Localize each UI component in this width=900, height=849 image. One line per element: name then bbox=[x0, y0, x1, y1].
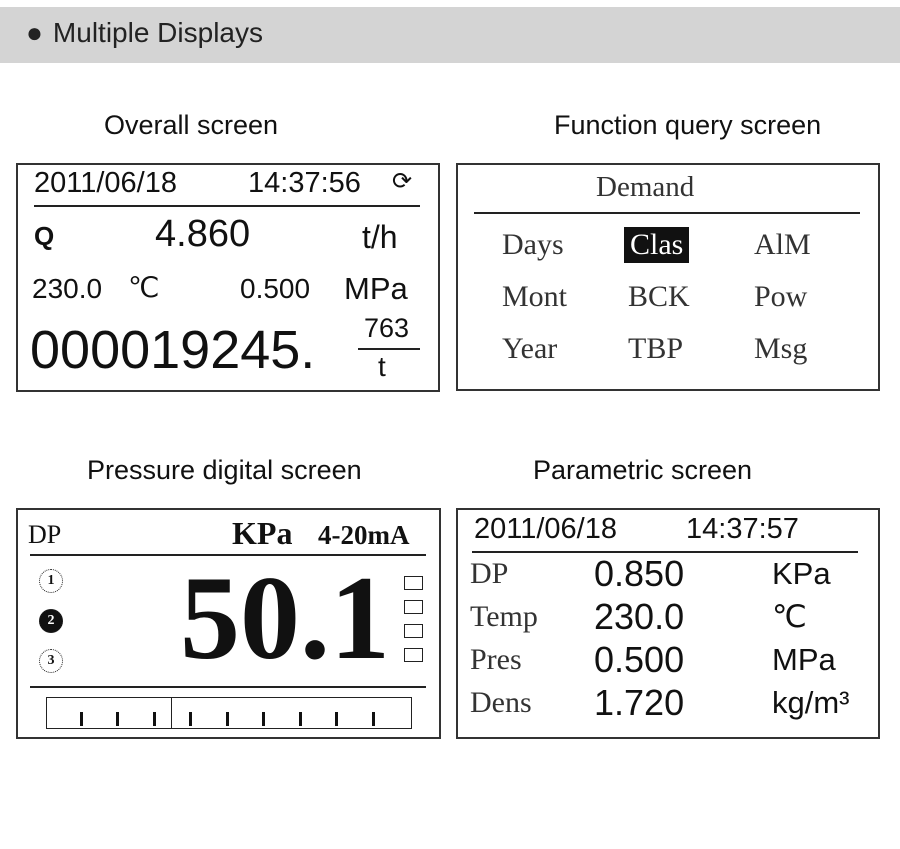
scale-tick bbox=[79, 712, 83, 726]
scale-tick bbox=[335, 712, 338, 726]
bullet-icon: ● bbox=[26, 17, 43, 48]
param-unit: kg/m³ bbox=[772, 685, 850, 720]
time: 14:37:57 bbox=[686, 513, 799, 545]
pressure-caption: Pressure digital screen bbox=[87, 455, 362, 485]
function-screen: Demand Days Clas AlM Mont BCK Pow Year TBP Msg bbox=[456, 163, 880, 391]
menu-item-clas[interactable]: Clas bbox=[624, 227, 690, 263]
scale-tick bbox=[225, 712, 229, 726]
indicator-box bbox=[404, 576, 423, 590]
time: 14:37:56 bbox=[248, 167, 361, 199]
section-title: Multiple Displays bbox=[52, 17, 263, 48]
scale-tick bbox=[298, 712, 302, 726]
pressure-screen: DP KPa 4-20mA 1 2 3 50.1 bbox=[16, 508, 441, 739]
pressure-value: 0.500 bbox=[240, 273, 311, 304]
channel-1-icon: 1 bbox=[39, 569, 63, 593]
scale-tick bbox=[116, 712, 119, 726]
total-value: 000019245. bbox=[30, 320, 316, 380]
scale-tick bbox=[152, 712, 156, 726]
scale-tick bbox=[262, 712, 265, 726]
total-fraction: 763 bbox=[364, 313, 410, 343]
menu-item-bck[interactable]: BCK bbox=[628, 280, 690, 313]
level-marker bbox=[170, 698, 173, 728]
param-value: 230.0 bbox=[594, 596, 685, 637]
menu-item-year[interactable]: Year bbox=[502, 332, 558, 365]
param-unit: MPa bbox=[772, 642, 836, 677]
param-label: Pres bbox=[470, 643, 522, 676]
indicator-box bbox=[404, 600, 423, 614]
dp-label: DP bbox=[28, 520, 62, 549]
function-caption: Function query screen bbox=[554, 110, 822, 140]
date: 2011/06/18 bbox=[34, 167, 177, 199]
flow-value: 4.860 bbox=[155, 213, 251, 255]
param-label: DP bbox=[470, 557, 509, 590]
param-value: 0.850 bbox=[594, 553, 685, 594]
param-unit: ℃ bbox=[772, 599, 807, 634]
temp-unit: ℃ bbox=[128, 272, 160, 303]
function-title: Demand bbox=[596, 171, 695, 203]
menu-item-mont[interactable]: Mont bbox=[502, 280, 568, 313]
param-value: 0.500 bbox=[594, 639, 685, 680]
unit-label: KPa bbox=[232, 515, 293, 551]
scale-tick bbox=[371, 712, 375, 726]
parametric-screen: 2011/06/18 14:37:57 DP 0.850 KPa Temp 230.0 ℃… bbox=[456, 508, 880, 739]
date: 2011/06/18 bbox=[474, 513, 617, 545]
channel-2-icon: 2 bbox=[39, 609, 63, 633]
overall-screen: 2011/06/18 14:37:56 ⟳ Q 4.860 t/h 230.0 … bbox=[16, 163, 440, 392]
signal-label: 4-20mA bbox=[318, 520, 410, 550]
flow-label: Q bbox=[34, 221, 55, 251]
parametric-caption: Parametric screen bbox=[533, 455, 753, 485]
param-label: Dens bbox=[470, 686, 532, 719]
param-value: 1.720 bbox=[594, 682, 685, 723]
temp-value: 230.0 bbox=[32, 273, 103, 304]
indicator-box bbox=[404, 624, 423, 638]
section-header: ● Multiple Displays bbox=[0, 7, 900, 63]
pressure-value: 50.1 bbox=[180, 551, 390, 684]
menu-item-alm[interactable]: AlM bbox=[754, 228, 811, 261]
menu-item-pow[interactable]: Pow bbox=[754, 280, 808, 313]
menu-item-tbp[interactable]: TBP bbox=[628, 332, 684, 365]
refresh-icon: ⟳ bbox=[392, 168, 413, 195]
menu-item-msg[interactable]: Msg bbox=[754, 332, 808, 365]
flow-unit: t/h bbox=[362, 219, 398, 255]
param-label: Temp bbox=[470, 600, 538, 633]
indicator-box bbox=[404, 648, 423, 662]
pressure-unit: MPa bbox=[344, 271, 408, 306]
total-unit: t bbox=[378, 351, 386, 382]
level-bar bbox=[46, 697, 412, 729]
param-unit: KPa bbox=[772, 556, 831, 591]
channel-3-icon: 3 bbox=[39, 649, 63, 673]
overall-caption: Overall screen bbox=[104, 110, 279, 140]
scale-tick bbox=[189, 712, 192, 726]
menu-item-days[interactable]: Days bbox=[502, 228, 564, 261]
